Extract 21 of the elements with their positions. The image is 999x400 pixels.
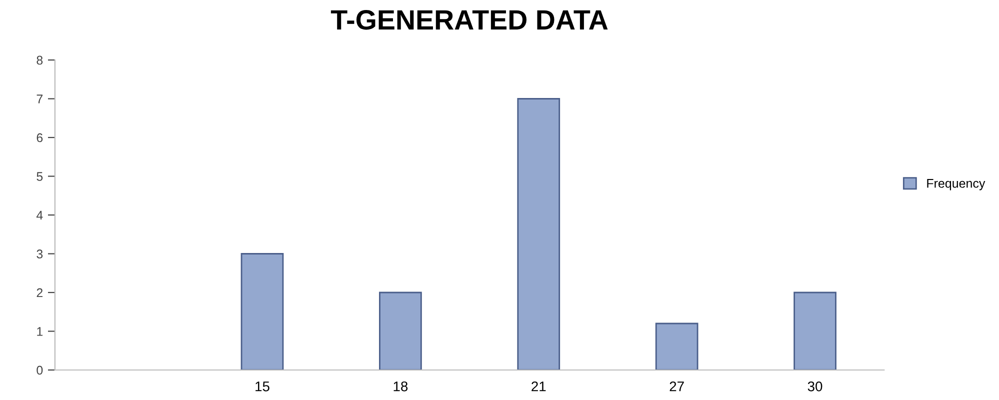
- y-tick-label: 8: [36, 56, 43, 65]
- y-tick-label: 4: [36, 210, 43, 220]
- x-tick-label: 18: [394, 381, 408, 392]
- bar: [240, 253, 284, 370]
- bar: [517, 98, 560, 370]
- y-tick-label: 5: [36, 172, 43, 181]
- chart-title: T-GENERATED DATA: [330, 10, 608, 30]
- y-tick-label: 3: [36, 250, 43, 258]
- x-tick-label: 27: [670, 381, 684, 392]
- y-tick-label: 2: [36, 288, 43, 298]
- x-tick-label: 30: [808, 381, 822, 392]
- bar: [379, 292, 422, 370]
- y-tick-label: 0: [36, 366, 43, 375]
- y-tick-label: 1: [37, 327, 43, 336]
- bar: [794, 292, 836, 370]
- legend-label: Frequency: [927, 179, 986, 190]
- y-tick-label: 6: [36, 133, 43, 142]
- y-tick-label: 7: [36, 94, 43, 104]
- x-tick-label: 21: [532, 381, 546, 392]
- bar: [655, 322, 698, 370]
- x-tick-label: 15: [256, 382, 270, 392]
